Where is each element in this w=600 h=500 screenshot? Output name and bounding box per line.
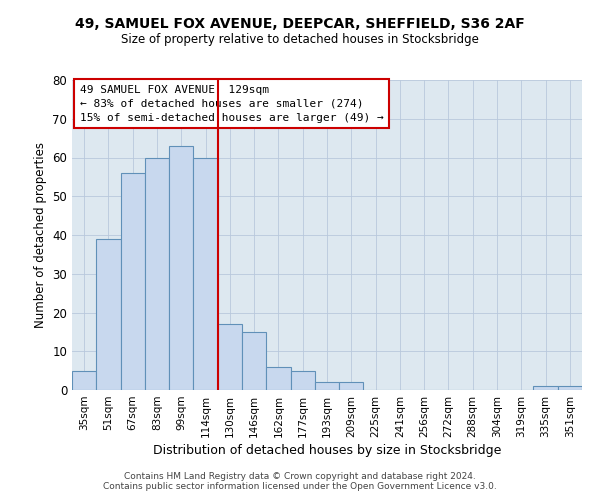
Bar: [72, 370, 96, 390]
Text: Contains public sector information licensed under the Open Government Licence v3: Contains public sector information licen…: [103, 482, 497, 491]
Bar: [558, 386, 582, 390]
Text: 49, SAMUEL FOX AVENUE, DEEPCAR, SHEFFIELD, S36 2AF: 49, SAMUEL FOX AVENUE, DEEPCAR, SHEFFIEL…: [75, 18, 525, 32]
Text: Size of property relative to detached houses in Stocksbridge: Size of property relative to detached ho…: [121, 32, 479, 46]
Y-axis label: Number of detached properties: Number of detached properties: [34, 142, 47, 328]
Bar: [121, 173, 145, 390]
Bar: [242, 332, 266, 390]
Bar: [169, 146, 193, 390]
Bar: [218, 324, 242, 390]
Bar: [315, 382, 339, 390]
Bar: [290, 370, 315, 390]
Bar: [339, 382, 364, 390]
Bar: [145, 158, 169, 390]
X-axis label: Distribution of detached houses by size in Stocksbridge: Distribution of detached houses by size …: [153, 444, 501, 457]
Bar: [266, 367, 290, 390]
Text: 49 SAMUEL FOX AVENUE: 129sqm
← 83% of detached houses are smaller (274)
15% of s: 49 SAMUEL FOX AVENUE: 129sqm ← 83% of de…: [80, 84, 383, 122]
Bar: [193, 158, 218, 390]
Text: Contains HM Land Registry data © Crown copyright and database right 2024.: Contains HM Land Registry data © Crown c…: [124, 472, 476, 481]
Bar: [533, 386, 558, 390]
Bar: [96, 239, 121, 390]
